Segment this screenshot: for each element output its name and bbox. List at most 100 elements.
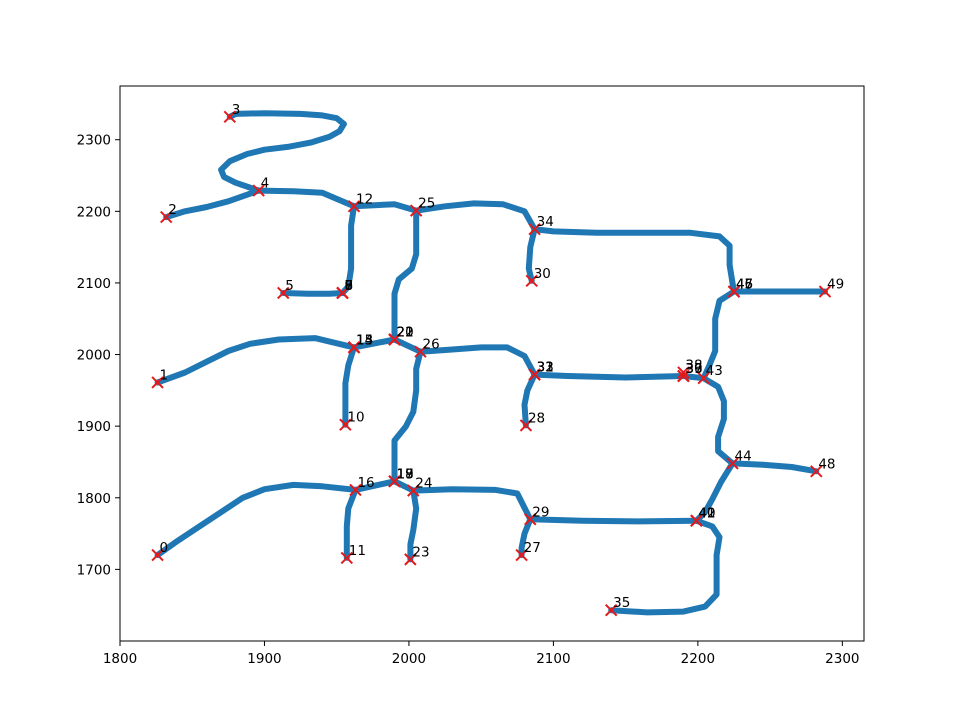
node-label-24: 24 [415,476,432,492]
node-label-33: 33 [537,360,554,376]
path-segment-9 [280,290,346,297]
node-marker-24 [407,484,420,497]
node-label-35: 35 [613,595,630,611]
path-segment-5 [531,226,737,295]
node-marker-44 [726,457,739,470]
node-label-21: 21 [396,325,413,341]
x-tick-label-2100: 2100 [536,651,570,667]
node-marker-35 [604,603,618,617]
y-tick-label-1900: 1900 [77,419,111,435]
node-marker-23 [404,553,417,566]
node-label-6: 6 [344,278,353,294]
node-label-4: 4 [261,176,270,192]
node-label-10: 10 [347,410,364,426]
node-label-41: 41 [698,506,715,522]
path-segment-13 [417,344,538,378]
path-segment-0 [218,110,347,194]
node-marker-0 [151,548,164,562]
x-tick-label-1900: 1900 [247,651,281,667]
node-marker-27 [515,548,528,562]
node-label-34: 34 [537,214,554,230]
node-marker-38 [677,366,690,379]
node-marker-43 [697,371,710,385]
node-label-18: 18 [396,466,413,482]
node-marker-3 [223,110,237,124]
node-label-19: 19 [396,466,413,482]
path-segment-1 [163,187,262,221]
y-tick-label-2000: 2000 [77,348,111,364]
path-segment-26 [693,460,736,524]
node-label-37: 37 [685,361,702,377]
node-marker-33 [528,368,541,381]
path-segment-3 [351,201,420,214]
path-segment-16 [700,375,736,467]
path-segment-25 [608,517,723,616]
node-label-5: 5 [285,278,294,294]
node-marker-2 [160,210,173,224]
node-label-40: 40 [698,506,715,522]
node-label-1: 1 [160,367,169,383]
node-label-22: 22 [396,325,413,341]
node-label-44: 44 [735,448,752,464]
markers-layer [151,110,832,617]
path-segment-15 [700,288,737,382]
node-label-25: 25 [418,196,435,212]
node-marker-16 [349,483,362,497]
node-marker-47 [727,285,741,298]
node-label-7: 7 [344,278,353,294]
x-tick-label-2000: 2000 [392,651,426,667]
node-marker-49 [818,285,832,298]
node-label-43: 43 [706,363,723,379]
node-marker-15 [347,341,361,354]
node-marker-39 [677,369,690,383]
node-label-47: 47 [736,277,753,293]
node-marker-4 [252,184,265,197]
node-label-14: 14 [356,332,373,348]
node-marker-12 [347,200,361,213]
x-tick-label-2200: 2200 [681,651,715,667]
path-segment-14 [531,371,707,382]
path-segment-19 [391,348,424,485]
path-segment-2 [255,187,357,210]
path-segment-21 [154,481,359,559]
x-axis: 1800 1900 2000 2100 2200 2300 [103,641,860,667]
y-tick-label-2100: 2100 [77,276,111,292]
path-segment-29 [518,516,534,559]
path-segment-18 [342,344,357,428]
node-marker-11 [340,551,354,565]
y-tick-label-1800: 1800 [77,491,111,507]
node-label-11: 11 [349,543,366,559]
node-label-48: 48 [818,456,835,472]
node-label-32: 32 [537,360,554,376]
node-marker-30 [525,274,538,287]
path-segment-20 [521,371,538,429]
x-tick-label-2300: 2300 [825,651,859,667]
path-segment-28 [407,487,420,563]
y-tick-label-2300: 2300 [77,133,111,149]
node-marker-1 [151,376,164,389]
node-label-9: 9 [344,278,353,294]
y-tick-label-1700: 1700 [77,562,111,578]
path-segment-27 [343,486,359,561]
node-label-29: 29 [532,504,549,520]
plot-frame [119,85,865,642]
node-label-20: 20 [396,325,413,341]
node-label-16: 16 [357,475,374,491]
path-segment-17 [729,460,820,475]
node-label-0: 0 [160,540,169,556]
node-label-45: 45 [736,277,753,293]
node-label-8: 8 [344,278,353,294]
node-label-31: 31 [537,360,554,376]
node-label-38: 38 [685,357,702,373]
node-marker-19 [388,475,401,488]
node-label-2: 2 [168,202,177,218]
y-tick-label-2200: 2200 [77,204,111,220]
path-segment-6 [525,226,538,284]
node-marker-9 [336,286,349,300]
node-label-23: 23 [412,544,429,560]
node-marker-26 [414,345,427,358]
node-label-26: 26 [422,337,439,353]
